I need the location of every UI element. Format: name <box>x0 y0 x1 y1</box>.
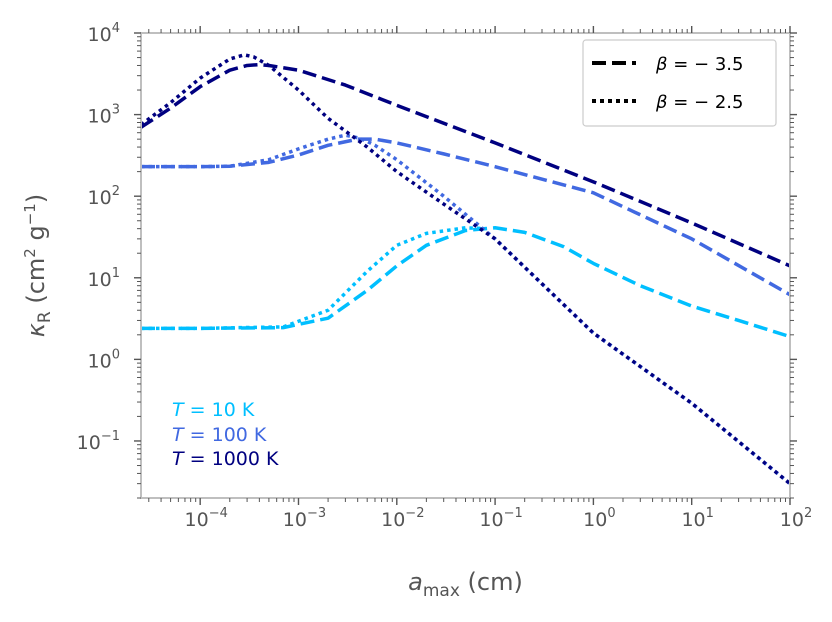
y-tick-label: 104 <box>88 21 120 46</box>
x-axis-label-sub: max <box>423 581 460 601</box>
series-line-t-1000-k-2-5 <box>141 53 790 485</box>
x-axis-label-base: a <box>408 568 423 596</box>
x-axis-label: amax (cm) <box>408 568 523 601</box>
series-line-t-100-k-3-5 <box>141 137 790 297</box>
tick-label-layer: 10−4 10−3 10−2 10−1 100 101 102 10−1 100 101 102 10… <box>77 21 813 531</box>
y-axis-label-sub: R <box>35 311 55 323</box>
series-layer <box>141 53 790 485</box>
series-line-t-100-k-2-5 <box>141 133 790 485</box>
x-tick-label: 101 <box>681 506 713 531</box>
y-axis-label-base: κ <box>22 322 50 337</box>
legend-box <box>582 39 777 127</box>
x-tick-label: 100 <box>583 506 615 531</box>
y-tick-label: 103 <box>88 103 120 128</box>
x-tick-label: 10−1 <box>479 506 522 531</box>
y-axis-label: κR (cm2 g−1) <box>21 194 55 337</box>
y-axis-label-unit-close: ) <box>22 194 50 203</box>
y-tick-label: 100 <box>88 347 120 372</box>
legend: β = − 3.5 β = − 2.5 <box>582 39 777 127</box>
y-axis-label-unit-mid: g <box>22 225 50 248</box>
x-tick-label: 10−2 <box>381 506 424 531</box>
series-line-t-1000-k-3-5 <box>141 62 790 268</box>
series-line-t-10-k-2-5 <box>141 226 486 331</box>
annotation-t10: T = 10 K <box>172 399 255 421</box>
x-axis-label-unit: (cm) <box>468 568 523 596</box>
tick-layer <box>134 26 797 505</box>
y-tick-label: 102 <box>88 184 120 209</box>
y-tick-label: 10−1 <box>77 429 120 454</box>
annotation-t1000: T = 1000 K <box>172 448 279 470</box>
annotation-t100: T = 100 K <box>172 424 267 446</box>
temperature-annotations: T = 10 K T = 100 K T = 1000 K <box>172 399 279 470</box>
y-axis-label-unit-open: (cm <box>22 258 50 304</box>
legend-label-dashed: β = − 3.5 <box>655 54 743 75</box>
x-tick-label: 10−4 <box>185 506 228 531</box>
x-tick-label: 10−3 <box>283 506 326 531</box>
y-tick-label: 101 <box>88 266 120 291</box>
y-axis-label-sup2: −1 <box>21 203 39 225</box>
x-tick-label: 102 <box>780 506 812 531</box>
series-line-t-10-k-3-5 <box>141 226 790 339</box>
y-axis-label-sup1: 2 <box>21 248 39 258</box>
legend-label-dotted: β = − 2.5 <box>655 92 743 113</box>
